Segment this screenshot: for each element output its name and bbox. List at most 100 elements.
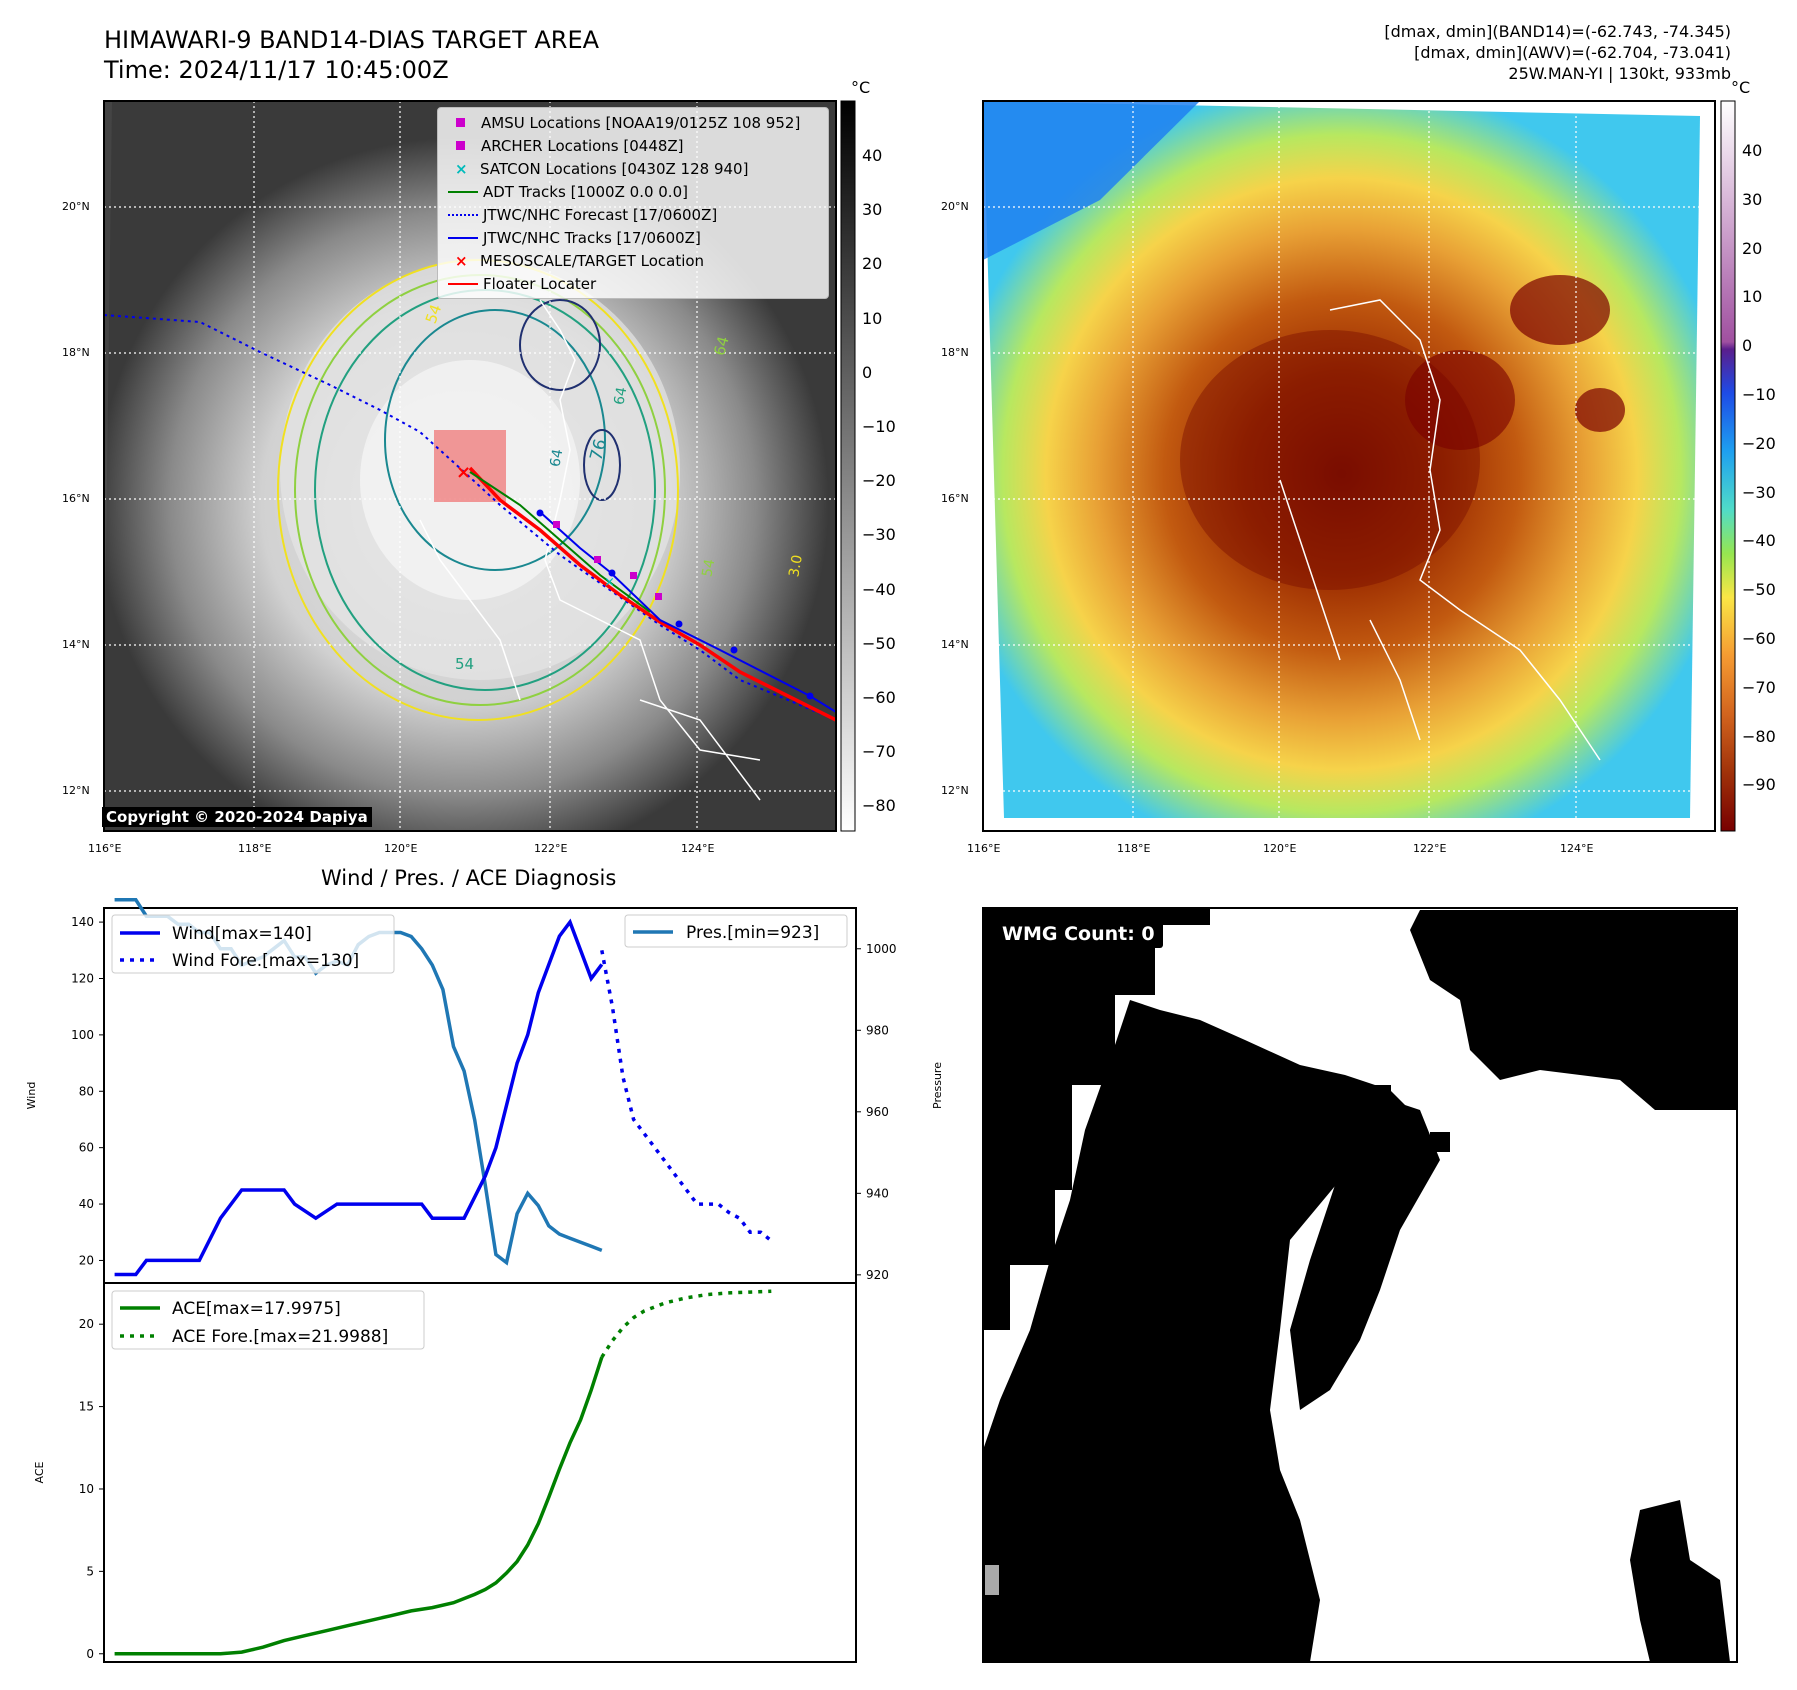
satcon-legend-symbol: × xyxy=(455,160,468,178)
colorbar-tick: −40 xyxy=(1742,531,1776,551)
colorbar-tick: −50 xyxy=(1742,580,1776,600)
map-legend: AMSU Locations [NOAA19/0125Z 108 952] AR… xyxy=(437,107,829,299)
colorbar-tick: −20 xyxy=(1742,433,1776,453)
lat-tick: 16°N xyxy=(941,492,969,505)
wmg-panel xyxy=(982,907,1740,1663)
colorbar-tick: −70 xyxy=(862,742,896,762)
pres-axis-label: Pressure xyxy=(931,1062,944,1109)
colorbar-tick: −20 xyxy=(862,471,896,491)
colorbar-tick: −30 xyxy=(862,525,896,545)
colorbar-tick: −90 xyxy=(1742,775,1776,795)
colorbar-tick: −80 xyxy=(1742,726,1776,746)
lat-tick: 16°N xyxy=(62,492,90,505)
info-storm: 25W.MAN-YI | 130kt, 933mb xyxy=(1508,64,1731,83)
lon-tick: 118°E xyxy=(1117,842,1151,855)
colorbar-tick: −60 xyxy=(1742,629,1776,648)
ace-axis-label: ACE xyxy=(33,1461,46,1483)
contour-label: 54 xyxy=(699,557,719,579)
ace-legend-label: ACE[max=17.9975] xyxy=(172,1299,341,1319)
contour-label: 64 xyxy=(547,447,567,469)
wind-legend-label: Wind[max=140] xyxy=(172,924,312,944)
color-colorbar xyxy=(1720,100,1736,832)
lat-tick: 20°N xyxy=(941,200,969,213)
lat-tick: 18°N xyxy=(941,346,969,359)
contour-label: 54 xyxy=(455,655,475,673)
colorbar-tick: 40 xyxy=(862,146,883,165)
colorbar-tick: 20 xyxy=(862,254,883,274)
diag-title: Wind / Pres. / ACE Diagnosis xyxy=(321,866,617,890)
jtwc-track xyxy=(539,511,836,713)
coastline xyxy=(419,299,761,801)
colorbar-tick: −50 xyxy=(862,633,896,653)
lon-tick: 124°E xyxy=(681,842,715,855)
ace-legend-box xyxy=(111,1290,425,1350)
wind-ytick-label: 60 xyxy=(79,1141,94,1155)
target-box xyxy=(434,430,506,502)
lon-tick: 120°E xyxy=(384,842,418,855)
wind-series-line xyxy=(114,918,604,1277)
contour-lime xyxy=(294,274,666,706)
pres-ytick-label: 920 xyxy=(866,1268,889,1282)
wind-legend-box xyxy=(111,914,395,974)
legend-amsu: AMSU Locations [NOAA19/0125Z 108 952] xyxy=(481,114,801,132)
ace-ytick-label: 0 xyxy=(86,1647,94,1661)
gray-colorbar xyxy=(840,100,856,832)
contour-teal-outer xyxy=(314,289,656,691)
pressure-series-line xyxy=(114,898,603,1266)
lat-tick: 20°N xyxy=(62,200,90,213)
legend-floater: Floater Locater xyxy=(483,275,597,293)
coastline-right xyxy=(1279,299,1601,761)
ace-panel-frame xyxy=(103,1282,857,1663)
gray-colorbar-unit: °C xyxy=(851,78,871,97)
wind-fore-legend-label: Wind Fore.[max=130] xyxy=(172,951,359,971)
info-band14: [dmax, dmin](BAND14)=(-62.743, -74.345) xyxy=(1384,22,1731,41)
colorbar-tick: 30 xyxy=(862,200,883,220)
colorbar-tick: 10 xyxy=(1742,287,1763,307)
forecast-legend-symbol xyxy=(448,214,478,216)
page-time: Time: 2024/11/17 10:45:00Z xyxy=(104,56,449,84)
colorbar-tick: 40 xyxy=(1742,141,1763,160)
lon-tick: 122°E xyxy=(534,842,568,855)
contour-teal-inner xyxy=(384,309,606,571)
legend-archer: ARCHER Locations [0448Z] xyxy=(481,137,684,155)
lat-tick: 18°N xyxy=(62,346,90,359)
ace-fore-legend-label: ACE Fore.[max=21.9988] xyxy=(172,1327,388,1347)
lon-tick: 116°E xyxy=(88,842,122,855)
copyright-label: Copyright © 2020-2024 Dapiya xyxy=(102,807,372,827)
colorbar-tick: −10 xyxy=(862,417,896,436)
colorbar-tick: 0 xyxy=(862,362,873,382)
page-title: HIMAWARI-9 BAND14-DIAS TARGET AREA xyxy=(104,26,600,54)
ace-series-line xyxy=(114,1356,604,1656)
wind-forecast-series-line xyxy=(600,949,773,1243)
colorbar-tick: −80 xyxy=(862,796,896,816)
wind-axis-label: Wind xyxy=(25,1082,38,1110)
contour-label: 54 xyxy=(421,301,446,327)
ace-ytick-label: 20 xyxy=(79,1317,94,1331)
contour-label: 3.0 xyxy=(786,553,806,579)
adt-legend-symbol xyxy=(448,191,478,193)
info-awv: [dmax, dmin](AWV)=(-62.704, -73.041) xyxy=(1414,43,1731,62)
pres-ytick-label: 940 xyxy=(866,1186,889,1200)
legend-target: MESOSCALE/TARGET Location xyxy=(480,252,705,270)
satcon-marker: × xyxy=(604,575,615,590)
ace-ytick-label: 5 xyxy=(86,1564,94,1578)
lon-tick: 124°E xyxy=(1560,842,1594,855)
legend-satcon: SATCON Locations [0430Z 128 940] xyxy=(480,160,749,178)
lat-tick: 12°N xyxy=(62,784,90,797)
wind-ytick-label: 120 xyxy=(71,971,94,985)
pres-legend-box xyxy=(624,914,848,948)
wmg-count-label: WMG Count: 0 xyxy=(994,920,1163,948)
ace-ytick-label: 15 xyxy=(79,1400,94,1414)
wind-ytick-label: 80 xyxy=(79,1084,94,1098)
colorbar-tick: −70 xyxy=(1742,677,1776,697)
colorbar-tick: 30 xyxy=(1742,189,1763,209)
floater-legend-symbol xyxy=(448,283,478,285)
lat-tick: 14°N xyxy=(941,638,969,651)
archer-legend-symbol xyxy=(456,141,465,150)
wind-ytick-label: 40 xyxy=(79,1197,94,1211)
wind-ytick-label: 20 xyxy=(79,1253,94,1267)
amsu-marker xyxy=(553,521,560,528)
pres-ytick-label: 980 xyxy=(866,1023,889,1037)
colorbar-tick: −40 xyxy=(862,579,896,599)
ace-ytick-label: 10 xyxy=(79,1482,94,1496)
